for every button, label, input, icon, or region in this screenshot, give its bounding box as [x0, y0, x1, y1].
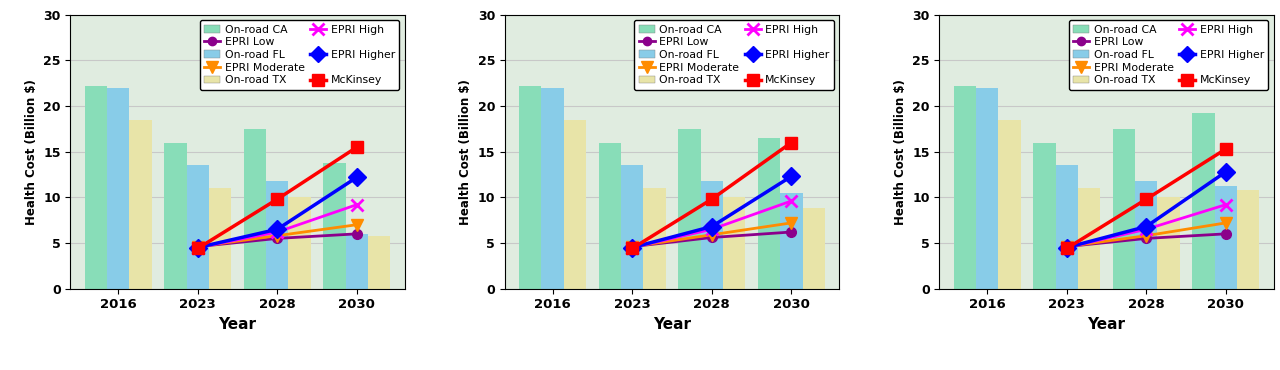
X-axis label: Year: Year [1088, 317, 1125, 332]
Legend: On-road CA, EPRI Low, On-road FL, EPRI Moderate, On-road TX, EPRI High, , EPRI H: On-road CA, EPRI Low, On-road FL, EPRI M… [200, 20, 399, 90]
Bar [644, 188, 666, 289]
Bar [288, 197, 311, 289]
Bar [1236, 190, 1260, 289]
Bar [164, 142, 187, 289]
Bar [1135, 181, 1157, 289]
Bar [781, 193, 803, 289]
Bar [84, 86, 108, 289]
Bar [700, 181, 723, 289]
Bar [266, 181, 288, 289]
Bar [324, 163, 346, 289]
Bar [563, 120, 586, 289]
Bar [1193, 113, 1215, 289]
Legend: On-road CA, EPRI Low, On-road FL, EPRI Moderate, On-road TX, EPRI High, , EPRI H: On-road CA, EPRI Low, On-road FL, EPRI M… [634, 20, 833, 90]
Bar [1078, 188, 1100, 289]
X-axis label: Year: Year [653, 317, 691, 332]
Bar [758, 138, 781, 289]
Bar [244, 129, 266, 289]
Y-axis label: Health Cost (Billion $): Health Cost (Billion $) [460, 79, 472, 225]
Bar [369, 236, 390, 289]
Bar [1157, 197, 1180, 289]
Y-axis label: Health Cost (Billion $): Health Cost (Billion $) [893, 79, 906, 225]
Bar [678, 129, 700, 289]
Bar [599, 142, 621, 289]
Bar [209, 188, 232, 289]
Bar [1215, 186, 1236, 289]
Bar [803, 208, 824, 289]
Legend: On-road CA, EPRI Low, On-road FL, EPRI Moderate, On-road TX, EPRI High, , EPRI H: On-road CA, EPRI Low, On-road FL, EPRI M… [1069, 20, 1268, 90]
Bar [975, 88, 998, 289]
Bar [954, 86, 975, 289]
Bar [108, 88, 129, 289]
Bar [129, 120, 151, 289]
X-axis label: Year: Year [219, 317, 256, 332]
Bar [187, 165, 209, 289]
Bar [1033, 142, 1056, 289]
Bar [1112, 129, 1135, 289]
Bar [998, 120, 1020, 289]
Bar [1056, 165, 1078, 289]
Y-axis label: Health Cost (Billion $): Health Cost (Billion $) [24, 79, 37, 225]
Bar [346, 234, 369, 289]
Bar [520, 86, 541, 289]
Bar [621, 165, 644, 289]
Bar [723, 197, 745, 289]
Bar [541, 88, 563, 289]
